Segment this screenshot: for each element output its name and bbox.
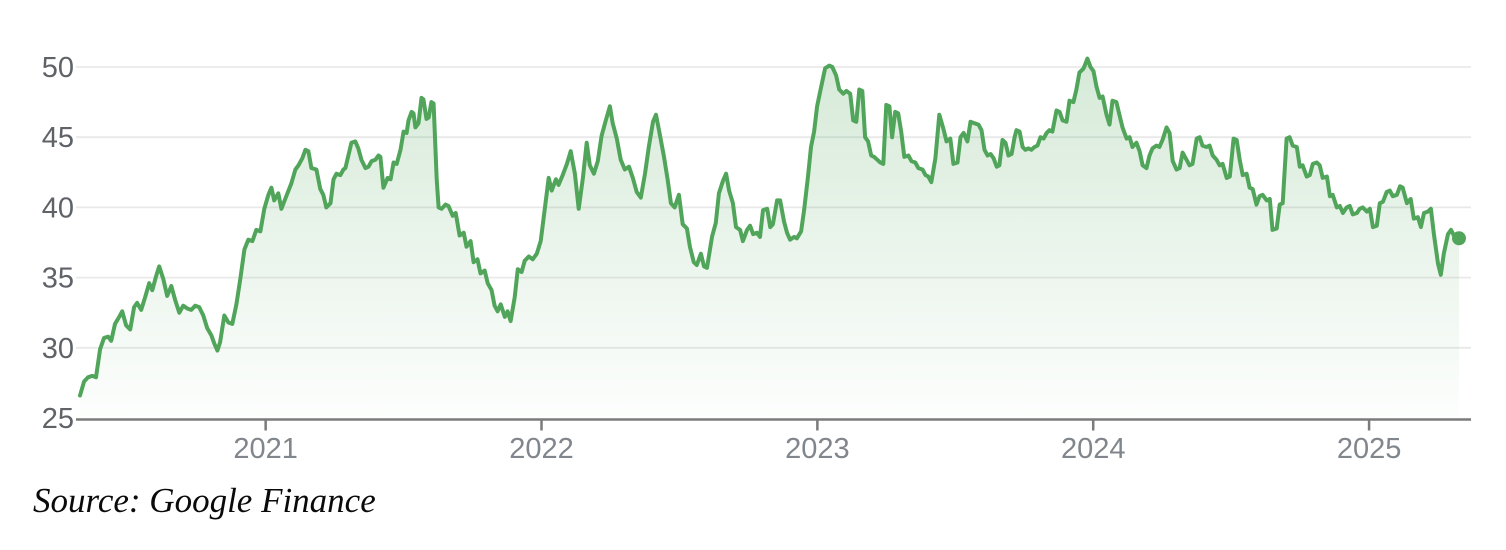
y-axis-label-25: 25	[42, 403, 74, 435]
price-line	[78, 56, 1466, 398]
y-axis-label-35: 35	[42, 263, 74, 295]
source-caption: Source: Google Finance	[33, 481, 376, 520]
stock-price-chart[interactable]: 25 30 35 40 45 50 2021 2022 2023 2024 2025	[0, 0, 1506, 470]
price-line-path	[78, 56, 1461, 398]
y-axis-label-50: 50	[42, 52, 74, 84]
x-axis-label-2025: 2025	[1337, 433, 1402, 465]
latest-price-dot	[1452, 231, 1466, 246]
y-axis-label-40: 40	[42, 192, 74, 224]
y-axis-label-45: 45	[42, 122, 74, 154]
x-axis-label-2023: 2023	[785, 433, 850, 465]
axis-labels: 25 30 35 40 45 50 2021 2022 2023 2024 2025	[42, 52, 1402, 465]
x-axis-label-2021: 2021	[233, 433, 298, 465]
x-axis-label-2022: 2022	[509, 433, 574, 465]
y-axis-label-30: 30	[42, 333, 74, 365]
x-axis-label-2024: 2024	[1061, 433, 1126, 465]
area-gradient-fill	[80, 58, 1459, 419]
area-fill	[80, 58, 1459, 419]
x-axis	[76, 418, 1471, 431]
